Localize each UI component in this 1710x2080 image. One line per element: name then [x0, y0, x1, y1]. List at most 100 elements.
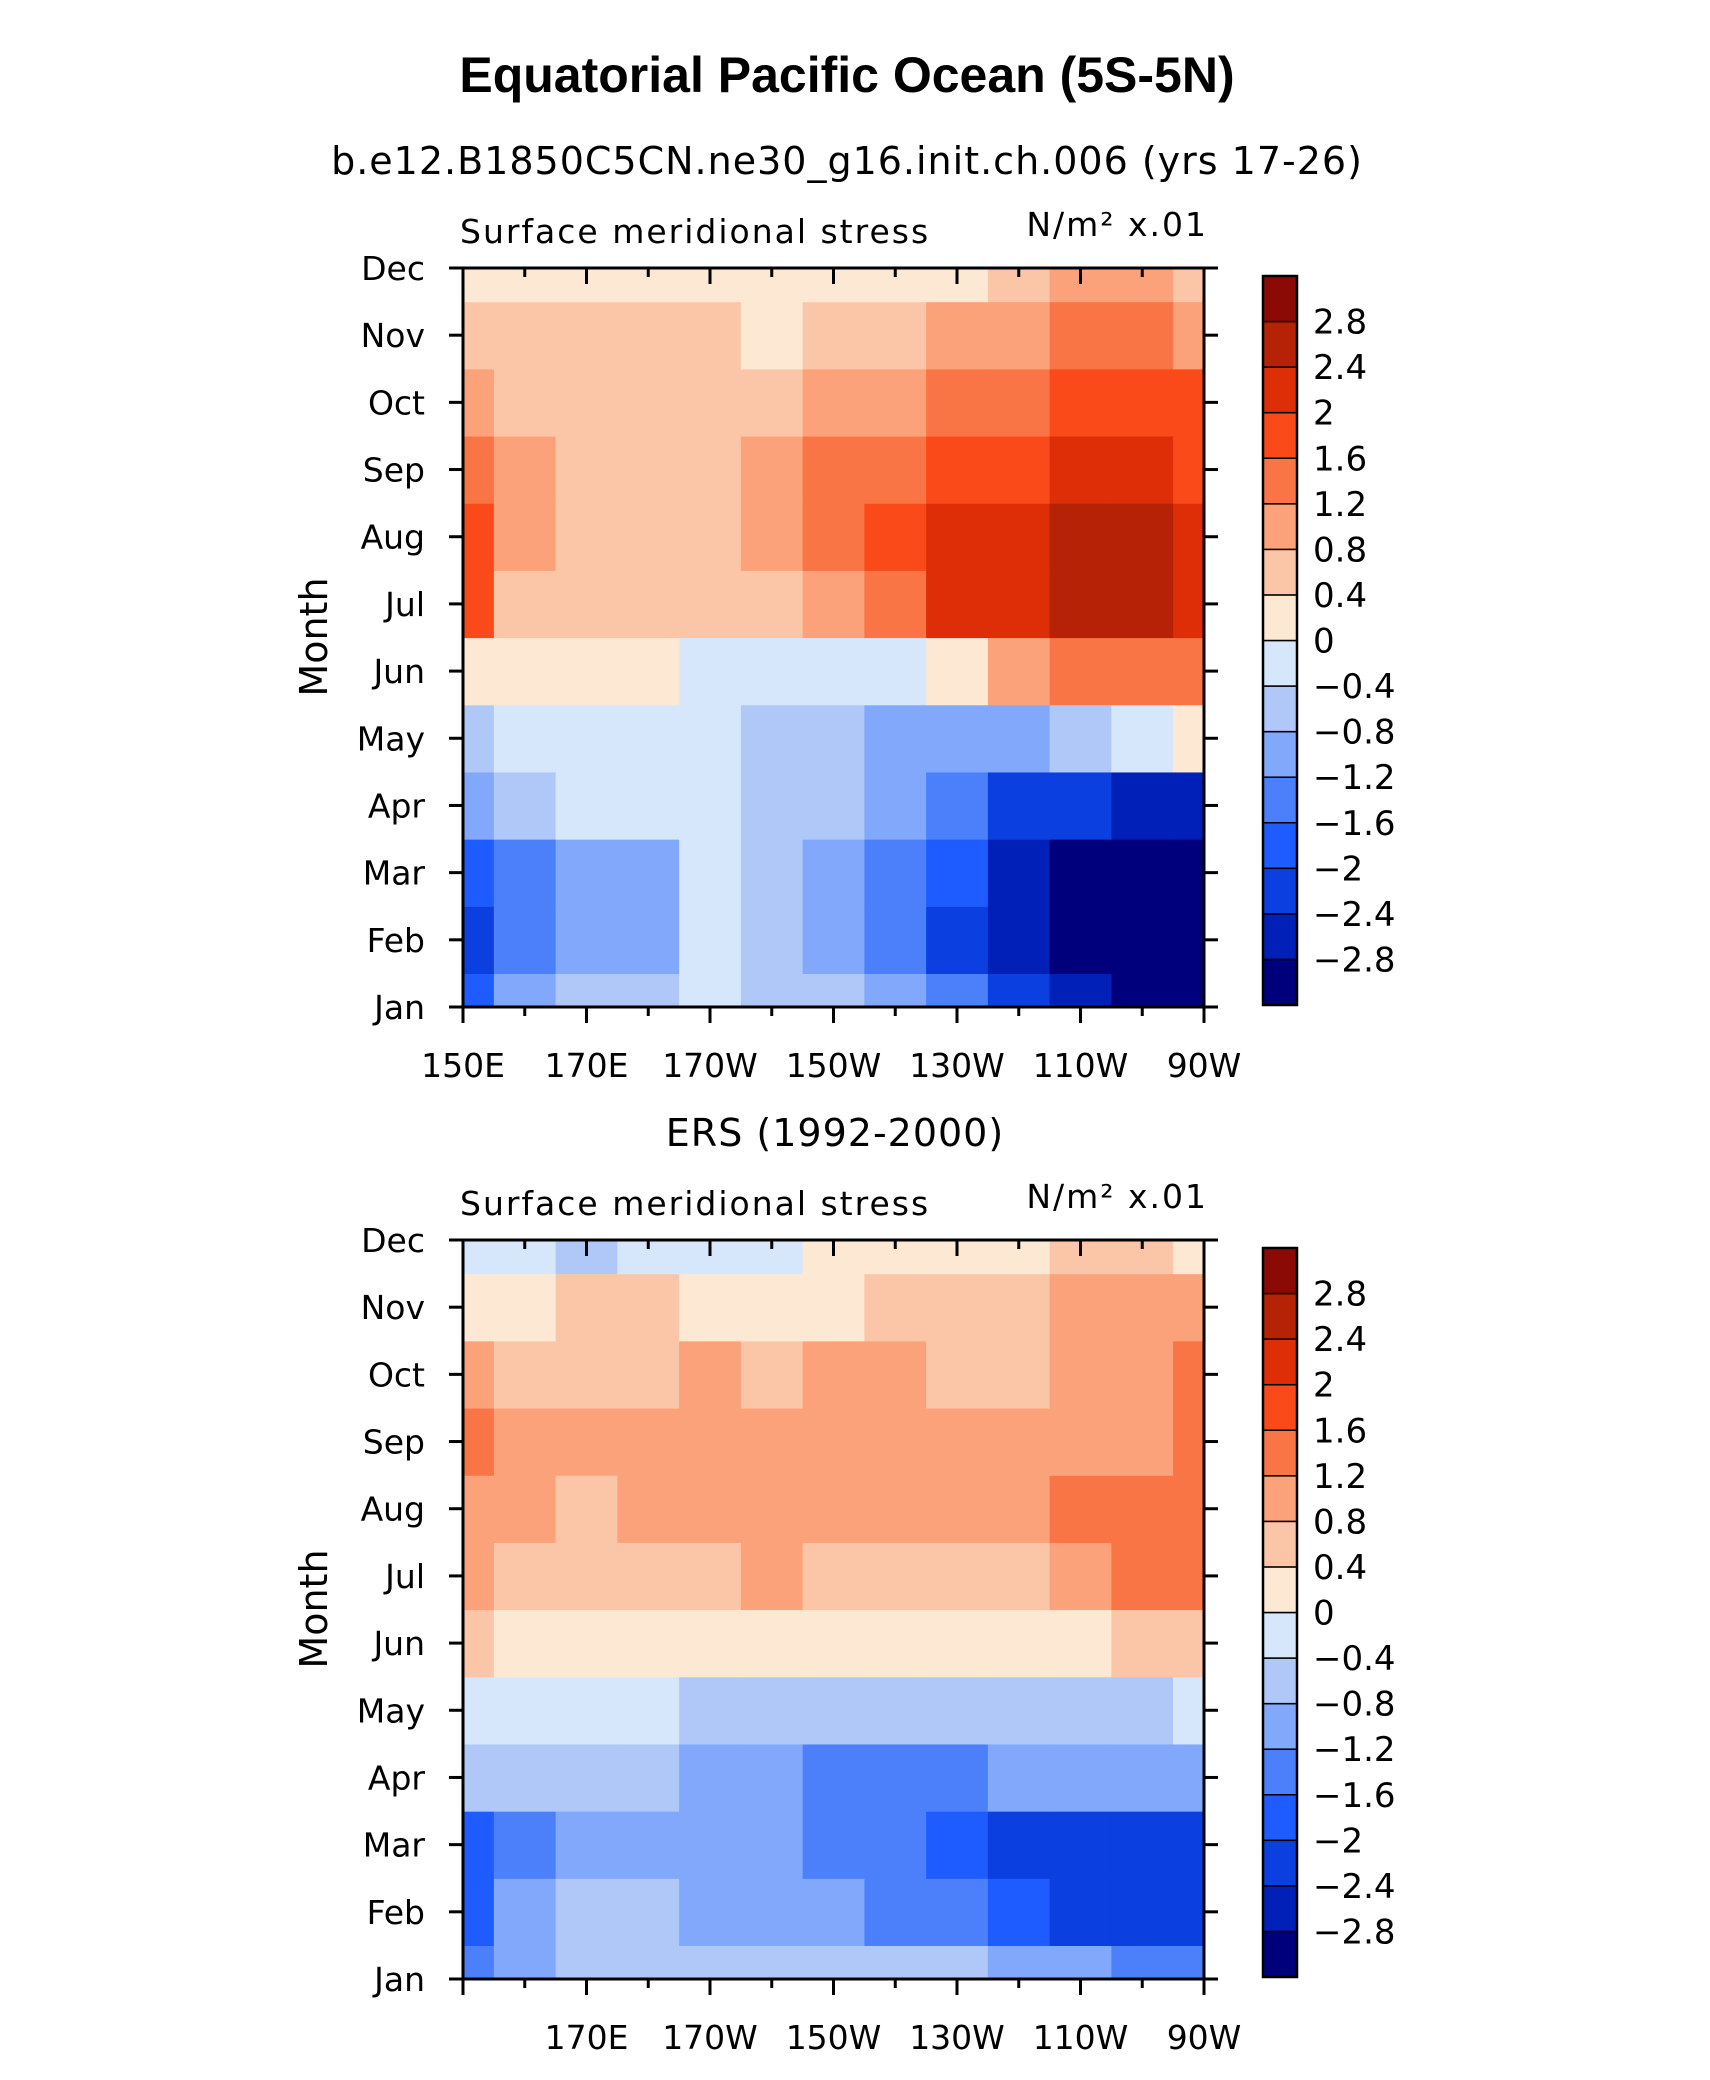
heatmap-cell [493, 1475, 557, 1543]
heatmap-cell [1049, 301, 1112, 370]
heatmap-cell [1111, 1878, 1174, 1947]
heatmap-cell [802, 839, 865, 907]
heatmap-cell [987, 1743, 1051, 1812]
figure-title: Equatorial Pacific Ocean (5S-5N) [459, 47, 1234, 103]
heatmap-cell [864, 973, 927, 1008]
y-axis-title: Month [292, 1549, 336, 1668]
heatmap-cell [1111, 301, 1174, 370]
heatmap-cell [864, 1340, 927, 1409]
heatmap-cell [1049, 1878, 1112, 1947]
heatmap-cell [1173, 771, 1205, 840]
heatmap-cell [555, 637, 618, 706]
colorbar-swatch [1262, 1657, 1298, 1705]
heatmap-cell [987, 368, 1051, 437]
heatmap-cell [926, 368, 989, 437]
heatmap-cell [555, 1945, 618, 1980]
colorbar-label: 0.8 [1313, 1502, 1367, 1542]
heatmap-cell [617, 1743, 680, 1812]
x-tick-label: 130W [909, 1046, 1005, 1085]
heatmap-cell [1173, 839, 1205, 907]
colorbar-label: 1.2 [1313, 1457, 1367, 1497]
x-tick-labels: 150E 170E 170W 150W 130W 110W 90W [421, 1046, 1241, 1085]
heatmap-cell [740, 503, 804, 571]
heatmap-cell [1049, 435, 1112, 504]
heatmap-cell [740, 301, 804, 370]
heatmap-cell [740, 1609, 804, 1678]
heatmap-cell [1111, 973, 1174, 1008]
heatmap-cell [1049, 973, 1112, 1008]
heatmap-cell [987, 301, 1051, 370]
heatmap-cell [1173, 1475, 1205, 1543]
y-tick-label: Dec [361, 1221, 425, 1260]
heatmap-cell [740, 1407, 804, 1476]
axis-ticks [449, 266, 1218, 1023]
heatmap-cell [1049, 570, 1112, 639]
heatmap-cell [617, 1407, 680, 1476]
heatmap-cell [987, 1407, 1051, 1476]
colorbar-swatch [1262, 1247, 1298, 1295]
heatmap-cell [987, 1878, 1051, 1947]
heatmap-cell [463, 1609, 495, 1678]
heatmap-cell [802, 1609, 865, 1678]
heatmap-cell [926, 301, 989, 370]
colorbar-label: −0.4 [1313, 1639, 1396, 1679]
heatmap-cell [1173, 704, 1205, 773]
heatmap-cell [679, 771, 742, 840]
heatmap-cell [555, 368, 618, 437]
heatmap-cell [555, 435, 618, 504]
heatmap-cell [740, 1743, 804, 1812]
heatmap-cell [617, 503, 680, 571]
heatmap-cell [864, 1878, 927, 1947]
heatmap-cell [1111, 368, 1174, 437]
colorbar: −2.8 −2.4 −2 −1.6 −1.2 −0.8 −0.4 0 0.4 0.8 1.2 1.6 2… [1261, 1246, 1396, 1979]
heatmap-cell [864, 503, 927, 571]
heatmap-cell [802, 771, 865, 840]
heatmap-cell [493, 1743, 557, 1812]
heatmap-cell [864, 301, 927, 370]
heatmap-cell [463, 839, 495, 907]
heatmap-cell [617, 637, 680, 706]
colorbar-swatch [1262, 730, 1298, 778]
colorbar-label: −2.8 [1313, 940, 1396, 980]
heatmap-cell [926, 1407, 989, 1476]
heatmap-cell [679, 368, 742, 437]
heatmap-cell [463, 1240, 495, 1275]
heatmap-cells [463, 1240, 1205, 1980]
heatmap-cell [740, 1878, 804, 1947]
heatmap-cell [926, 1945, 989, 1980]
heatmap-cell [864, 1407, 927, 1476]
heatmap-cell [1049, 906, 1112, 975]
heatmap-cell [864, 637, 927, 706]
heatmap-cell [679, 906, 742, 975]
heatmap-cell [679, 1676, 742, 1745]
colorbar-swatch [1262, 685, 1298, 733]
heatmap-cell [463, 637, 495, 706]
heatmap-cell [987, 1273, 1051, 1342]
heatmap-cell [740, 637, 804, 706]
heatmap-cell [679, 637, 742, 706]
heatmap-cell [555, 1811, 618, 1879]
heatmap-cell [1111, 839, 1174, 907]
heatmap-cell [802, 570, 865, 639]
heatmap-cell [1173, 1609, 1205, 1678]
heatmap-cells [463, 268, 1205, 1008]
heatmap-cell [864, 1811, 927, 1879]
colorbar-swatch [1262, 1383, 1298, 1431]
heatmap-cell [617, 704, 680, 773]
x-tick-label: 170E [545, 1046, 629, 1085]
colorbar-frame [1261, 274, 1299, 1007]
colorbar-swatch [1262, 1338, 1298, 1386]
colorbar-swatch [1262, 1429, 1298, 1477]
heatmap-cell [555, 906, 618, 975]
heatmap-cell [617, 1340, 680, 1409]
heatmap-cell [864, 368, 927, 437]
heatmap-cell [802, 637, 865, 706]
heatmap-cell [617, 973, 680, 1008]
colorbar-label: 0.8 [1313, 530, 1367, 570]
heatmap-cell [617, 1542, 680, 1611]
heatmap-cell [555, 1878, 618, 1947]
heatmap-cell [555, 1407, 618, 1476]
heatmap-cell [617, 1475, 680, 1543]
heatmap-cell [1111, 1407, 1174, 1476]
